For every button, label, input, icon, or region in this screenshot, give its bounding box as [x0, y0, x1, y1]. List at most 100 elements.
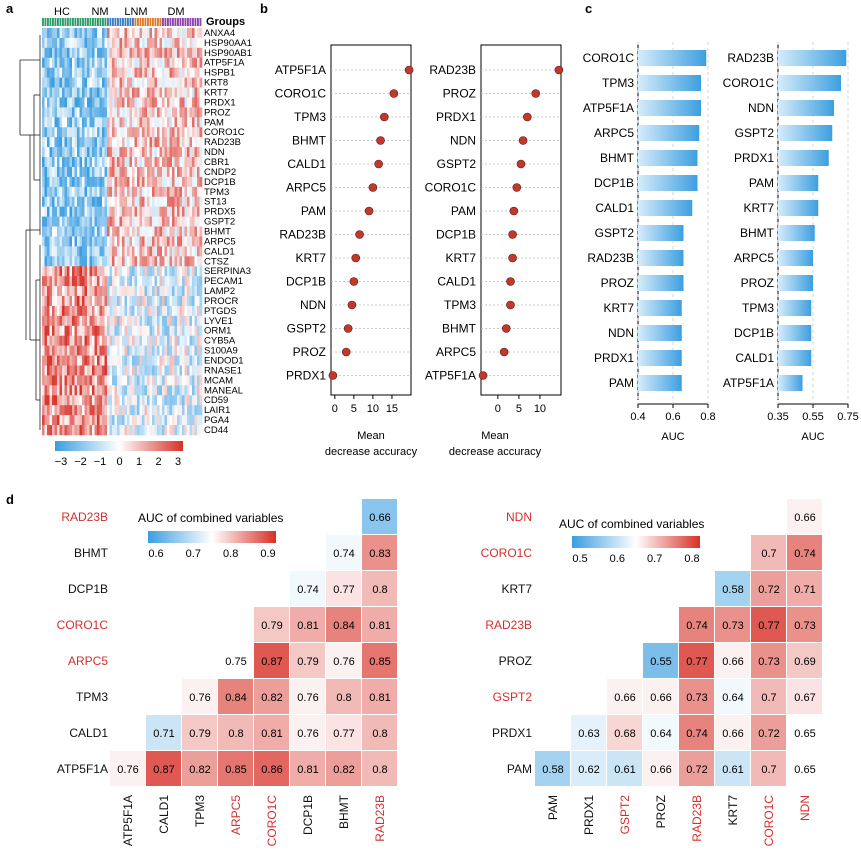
heatmap-cell: [124, 236, 128, 247]
heatmap-cell: [84, 305, 88, 317]
heatmap-cell: [109, 355, 113, 366]
heatmap-cell: [67, 107, 70, 118]
heatmap-cell: [82, 77, 85, 88]
heatmap-cell: [117, 415, 120, 426]
heatmap-cell: [109, 206, 113, 217]
heatmap-cell: [107, 395, 110, 406]
heatmap-cell: [62, 157, 65, 168]
heatmap-cell: [89, 206, 93, 217]
heatmap-cell: [167, 216, 170, 227]
heatmap-cell: [77, 196, 80, 207]
heatmap-cell: [64, 87, 68, 98]
heatmap-cell: [189, 87, 193, 98]
data-point: [343, 324, 353, 333]
heatmap-cell: [44, 256, 48, 267]
heatmap-cell: [67, 87, 70, 98]
heatmap-cell: [67, 147, 70, 158]
gene-label: RNASE1: [204, 365, 242, 376]
heatmap-cell: [92, 186, 95, 198]
heatmap-cell: [119, 77, 123, 88]
heatmap-cell: [197, 335, 200, 346]
heatmap-cell: [189, 67, 193, 78]
heatmap-cell: [179, 355, 183, 366]
auc-value-label: 0.77: [758, 620, 779, 632]
heatmap-cell: [192, 57, 195, 69]
group-color-cell: [134, 18, 137, 26]
heatmap-cell: [152, 57, 155, 69]
group-color-cell: [62, 18, 64, 26]
heatmap-cell: [102, 87, 105, 98]
heatmap-cell: [122, 385, 125, 396]
heatmap-cell: [92, 315, 95, 327]
heatmap-cell: [129, 365, 133, 376]
heatmap-cell: [144, 28, 148, 39]
heatmap-cell: [54, 335, 58, 346]
heatmap-cell: [77, 67, 80, 78]
heatmap-cell: [169, 425, 173, 436]
heatmap-cell: [47, 415, 50, 426]
auc-cell: [679, 679, 714, 714]
heatmap-cell: [102, 335, 105, 346]
heatmap-cell: [104, 246, 108, 257]
heatmap-cell: [157, 315, 160, 327]
heatmap-cell: [102, 395, 105, 406]
heatmap-cell: [134, 97, 138, 108]
heatmap-cell: [127, 256, 130, 267]
heatmap-cell: [49, 137, 53, 148]
heatmap-cell: [109, 147, 113, 158]
heatmap-cell: [49, 206, 53, 217]
heatmap-cell: [132, 325, 135, 337]
heatmap-cell: [64, 206, 68, 217]
heatmap-cell: [167, 196, 170, 207]
heatmap-cell: [184, 395, 188, 406]
heatmap-cell: [59, 166, 63, 178]
heatmap-cell: [167, 365, 170, 376]
heatmap-cell: [97, 246, 100, 257]
heatmap-cell: [59, 196, 63, 207]
heatmap-cell: [149, 117, 153, 128]
heatmap-cell: [172, 37, 175, 49]
heatmap-cell: [84, 236, 88, 247]
heatmap-cell: [49, 375, 53, 386]
auc-value-label: 0.62: [578, 764, 599, 776]
group-color-cell: [192, 18, 194, 26]
heatmap-cell: [57, 375, 60, 386]
heatmap-cell: [194, 97, 198, 108]
heatmap-cell: [94, 405, 98, 416]
heatmap-cell: [67, 117, 70, 128]
data-point: [523, 112, 532, 122]
heatmap-cell: [44, 147, 48, 158]
heatmap-cell: [142, 415, 145, 426]
heatmap-cell: [69, 246, 73, 257]
heatmap-cell: [59, 28, 63, 39]
heatmap-cell: [149, 315, 153, 327]
heatmap-cell: [134, 196, 138, 207]
heatmap-cell: [142, 276, 145, 287]
heatmap-cell: [44, 47, 48, 59]
heatmap-cell: [172, 28, 175, 39]
heatmap-cell: [69, 186, 73, 198]
auc-value-label: 0.72: [686, 764, 707, 776]
heatmap-cell: [137, 137, 140, 148]
heatmap-cell: [129, 67, 133, 78]
heatmap-cell: [109, 375, 113, 386]
heatmap-cell: [42, 166, 45, 178]
heatmap-cell: [82, 226, 85, 237]
heatmap-cell: [84, 47, 88, 59]
heatmap-cell: [152, 315, 155, 327]
heatmap-cell: [144, 47, 148, 59]
data-point: [478, 371, 488, 380]
heatmap-cell: [99, 206, 103, 217]
heatmap-cell: [87, 166, 90, 178]
heatmap-cell: [42, 415, 45, 426]
heatmap-cell: [159, 355, 163, 366]
heatmap-cell: [114, 415, 118, 426]
heatmap-cell: [67, 296, 70, 307]
auc-value-label: 0.82: [333, 764, 354, 776]
row-gene-label: PRDX1: [492, 726, 532, 740]
heatmap-cell: [147, 276, 150, 287]
heatmap-cell: [174, 87, 178, 98]
heatmap-cell: [49, 325, 53, 337]
heatmap-cell: [67, 395, 70, 406]
